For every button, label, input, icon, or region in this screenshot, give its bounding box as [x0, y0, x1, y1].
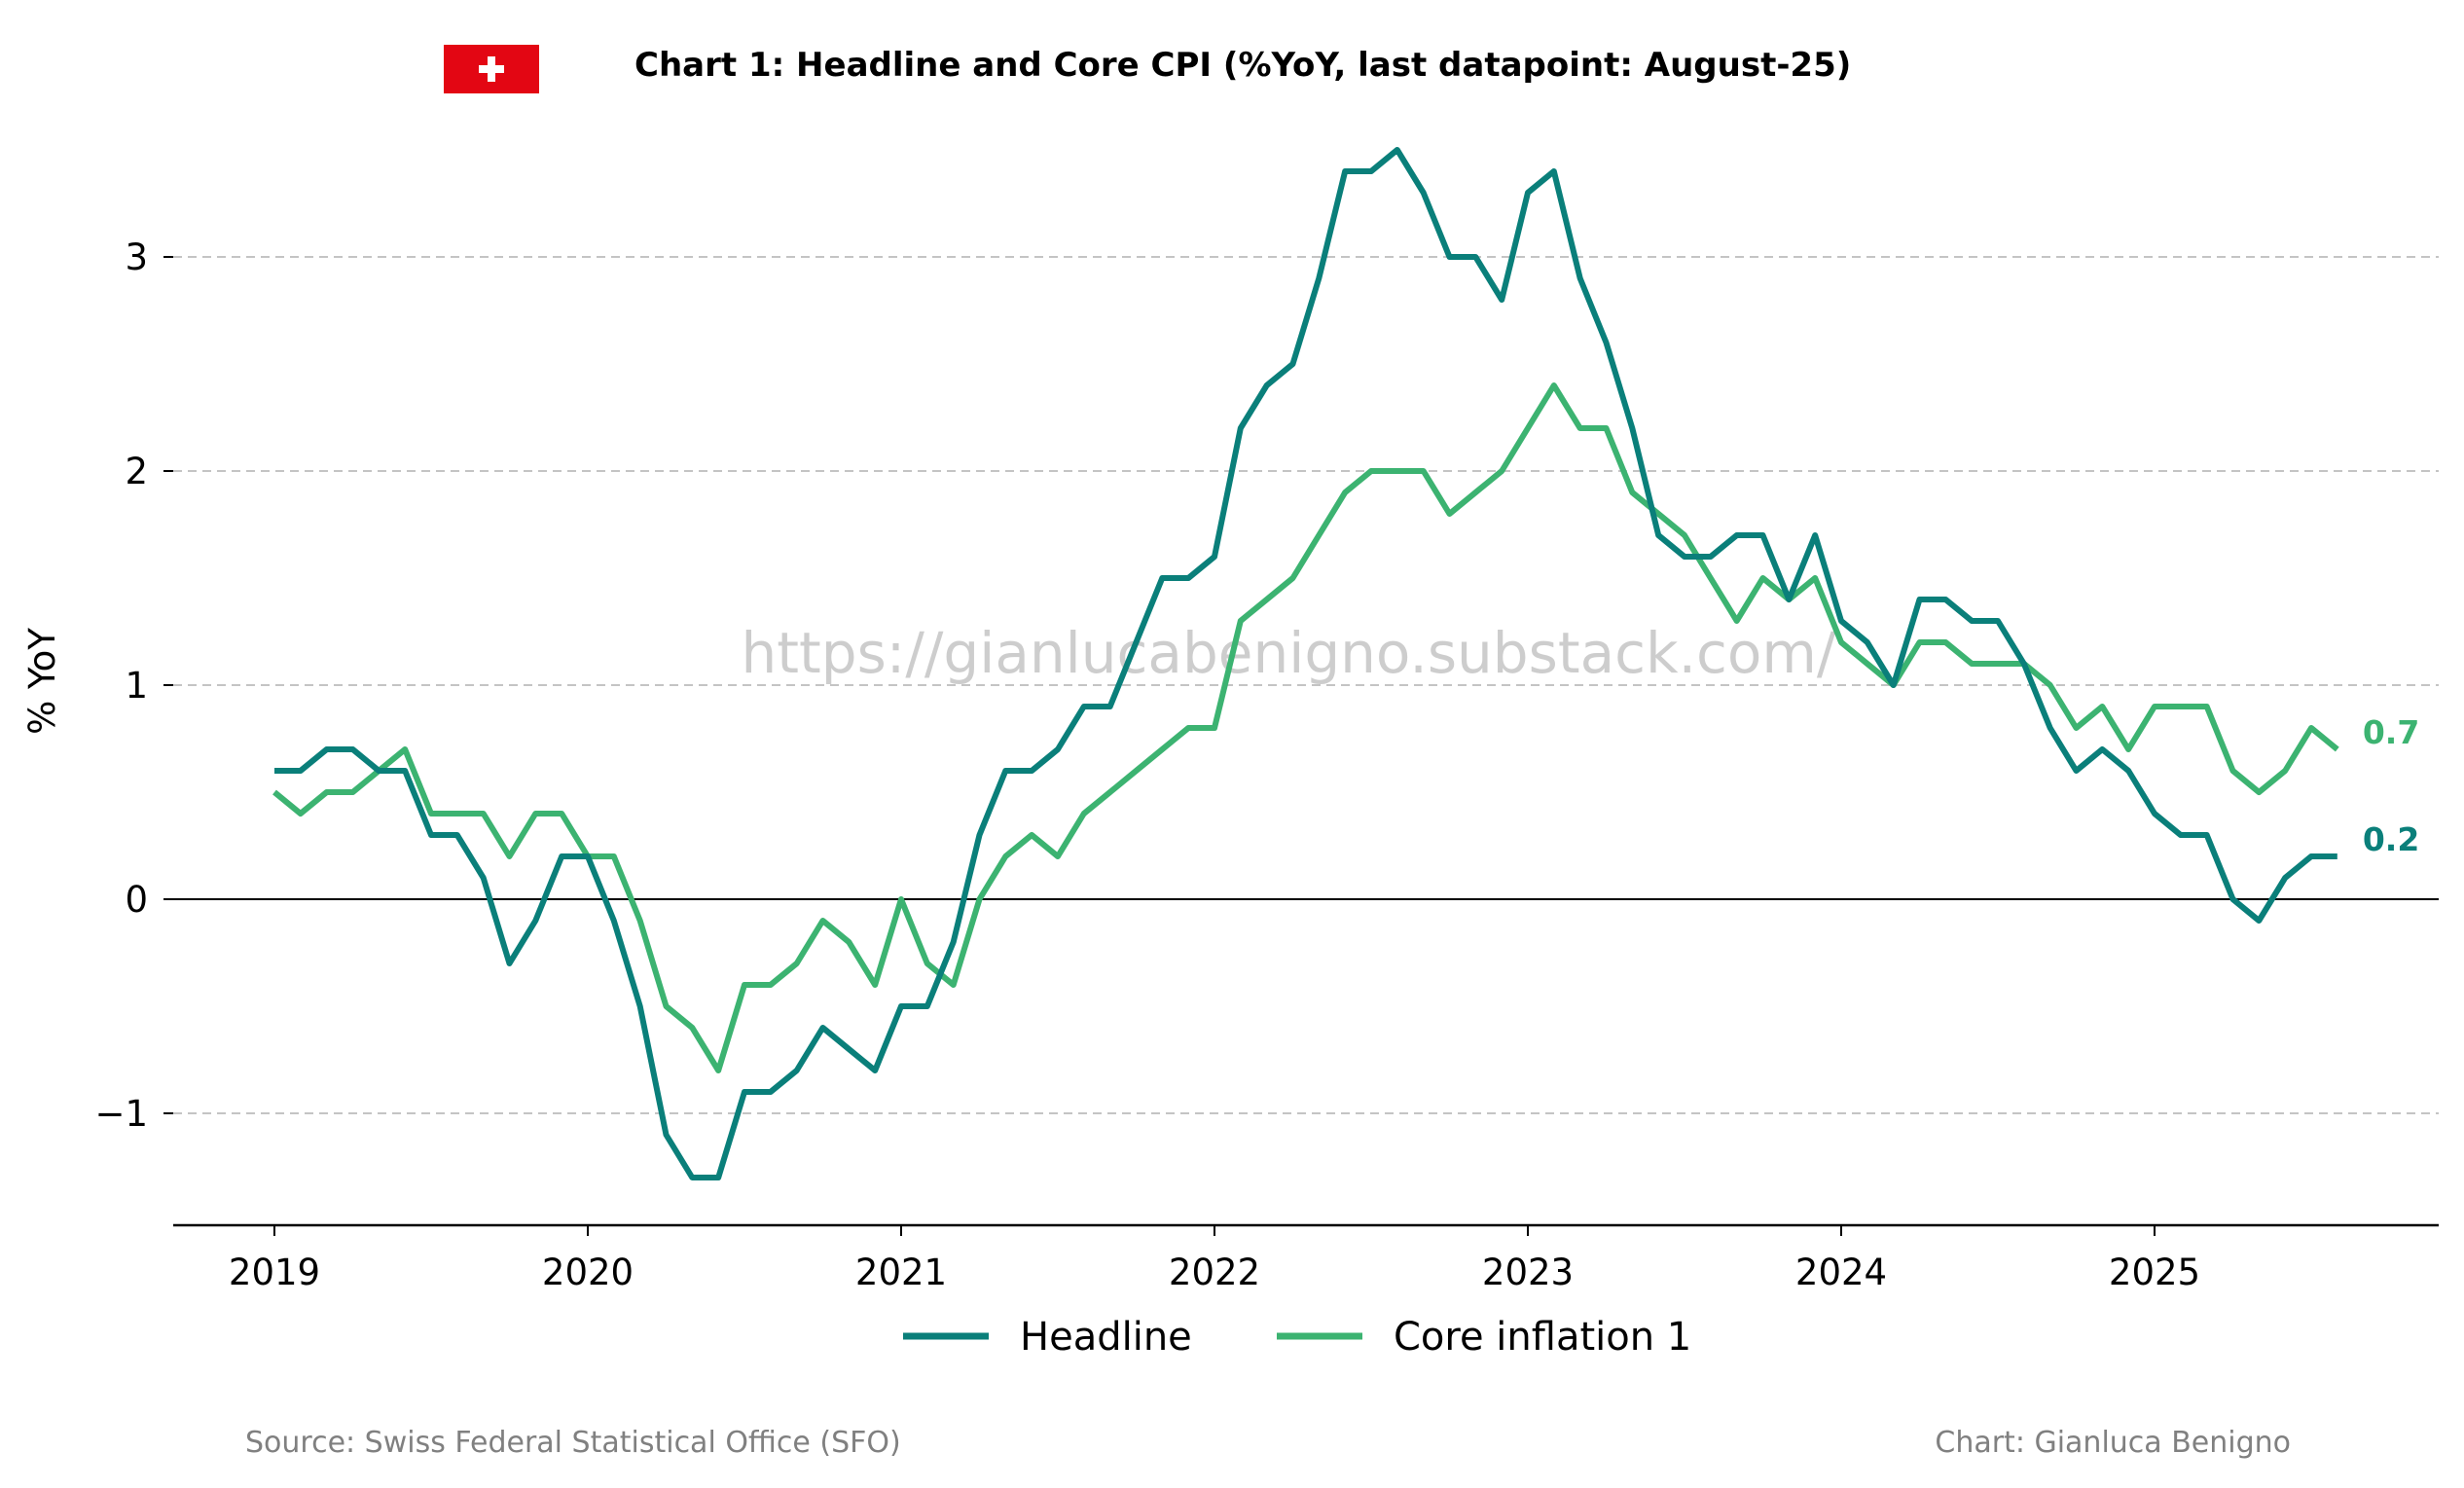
y-tick-label: −1 [94, 1093, 148, 1135]
end-label-core: 0.7 [2363, 713, 2419, 751]
x-tick-label: 2021 [855, 1252, 947, 1293]
source-note: Source: Swiss Federal Statistical Office… [245, 1426, 901, 1460]
legend-label-core: Core inflation 1 [1394, 1315, 1691, 1360]
grid-lines [173, 256, 2439, 1114]
y-tick-label: 1 [125, 665, 148, 707]
x-tick-label: 2022 [1169, 1252, 1260, 1293]
y-tick-label: 2 [125, 451, 148, 492]
y-axis-ticks: −1 0 1 2 3 [94, 236, 173, 1135]
legend: Headline Core inflation 1 [903, 1315, 1691, 1360]
end-labels: 0.7 0.2 [2363, 713, 2419, 858]
end-label-headline: 0.2 [2363, 820, 2419, 858]
series-lines [272, 147, 2339, 1180]
x-tick-label: 2020 [542, 1252, 634, 1293]
x-tick-label: 2024 [1795, 1252, 1887, 1293]
legend-label-headline: Headline [1020, 1315, 1192, 1360]
x-tick-label: 2019 [229, 1252, 320, 1293]
chart-title: Chart 1: Headline and Core CPI (%YoY, la… [634, 46, 1851, 85]
series-line-core [272, 382, 2339, 1073]
chart-credit: Chart: Gianluca Benigno [1935, 1426, 2291, 1460]
series-line-headline [274, 147, 2337, 1180]
y-tick-label: 3 [125, 236, 148, 278]
x-tick-label: 2023 [1482, 1252, 1574, 1293]
x-axis-ticks: 2019 2020 2021 2022 2023 2024 2025 [229, 1225, 2200, 1293]
y-axis-title: % YoY [21, 628, 63, 735]
y-tick-label: 0 [125, 879, 148, 921]
swiss-flag-icon [444, 45, 539, 93]
watermark: https://gianlucabenigno.substack.com/ [742, 620, 1836, 686]
x-tick-label: 2025 [2109, 1252, 2200, 1293]
